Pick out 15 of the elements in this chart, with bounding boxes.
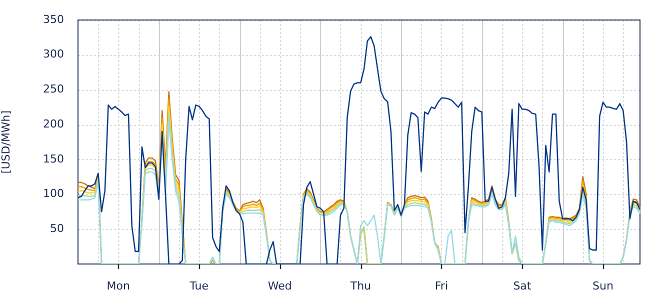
y-tick-label: 150 xyxy=(43,152,64,166)
y-axis-title: [USD/MWh] xyxy=(0,110,12,174)
x-tick-label: Mon xyxy=(106,279,130,292)
y-tick-label: 350 xyxy=(43,12,64,26)
y-tick-label: 200 xyxy=(43,117,64,130)
x-tick-label: Wed xyxy=(268,279,292,292)
y-tick-label: 300 xyxy=(43,48,64,61)
y-tick-label: 50 xyxy=(50,222,64,235)
x-tick-label: Sun xyxy=(592,279,614,292)
x-tick-label: Tue xyxy=(188,279,209,292)
y-tick-label: 250 xyxy=(43,82,64,96)
x-tick-label: Sat xyxy=(513,279,532,292)
y-tick-label: 100 xyxy=(43,187,64,200)
x-tick-label: Fri xyxy=(434,279,448,292)
x-tick-label: Thu xyxy=(349,279,372,292)
